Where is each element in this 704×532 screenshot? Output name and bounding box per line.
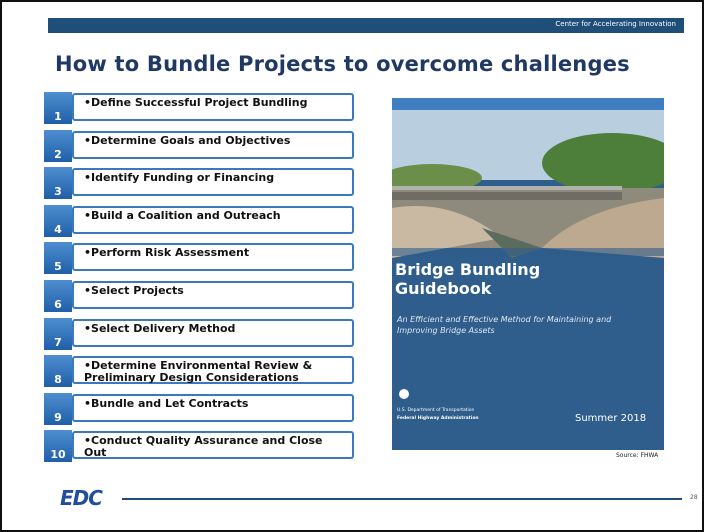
step-number: 5 [44,242,72,274]
step-text: Select Projects [84,285,184,297]
step-number: 4 [44,205,72,237]
step-text: Perform Risk Assessment [84,247,249,259]
step-box: Bundle and Let Contracts [72,394,354,422]
step-text: Identify Funding or Financing [84,172,274,184]
step-number: 2 [44,130,72,162]
administration: Federal Highway Administration [397,416,479,421]
step-text: Determine Environmental Review & Prelimi… [84,360,348,384]
step-text: Bundle and Let Contracts [84,398,248,410]
step-box: Perform Risk Assessment [72,243,354,271]
step-box: Determine Environmental Review & Prelimi… [72,356,354,384]
source: Source: FHWA [616,452,658,459]
step-number: 8 [44,355,72,387]
step-box: Identify Funding or Financing [72,168,354,196]
step-number: 3 [44,167,72,199]
step-number: 1 [44,92,72,124]
step-text: Build a Coalition and Outreach [84,210,281,222]
step-number: 6 [44,280,72,312]
header-bar: Center for Accelerating Innovation [48,18,684,33]
slide: Center for Accelerating Innovation How t… [0,0,704,532]
page-number: 28 [690,494,698,501]
org-name: Center for Accelerating Innovation [555,20,676,28]
footer-line [122,498,682,500]
step-box: Select Projects [72,281,354,309]
step-number: 9 [44,393,72,425]
step-box: Build a Coalition and Outreach [72,206,354,234]
step-box: Conduct Quality Assurance and Close Out [72,431,354,459]
step-box: Determine Goals and Objectives [72,131,354,159]
logo: EDC [60,486,102,510]
book-title: Bridge Bundling Guidebook [395,260,595,298]
step-box: Select Delivery Method [72,319,354,347]
step-number: 7 [44,318,72,350]
book-date: Summer 2018 [575,413,646,424]
agency: U.S. Department of Transportation [397,408,474,413]
step-box: Define Successful Project Bundling [72,93,354,121]
step-text: Determine Goals and Objectives [84,135,290,147]
step-number: 10 [44,430,72,462]
book-subtitle: An Efficient and Effective Method for Ma… [397,314,637,336]
step-text: Select Delivery Method [84,323,235,335]
slide-title: How to Bundle Projects to overcome chall… [55,52,630,76]
step-text: Define Successful Project Bundling [84,97,308,109]
step-text: Conduct Quality Assurance and Close Out [84,435,348,459]
